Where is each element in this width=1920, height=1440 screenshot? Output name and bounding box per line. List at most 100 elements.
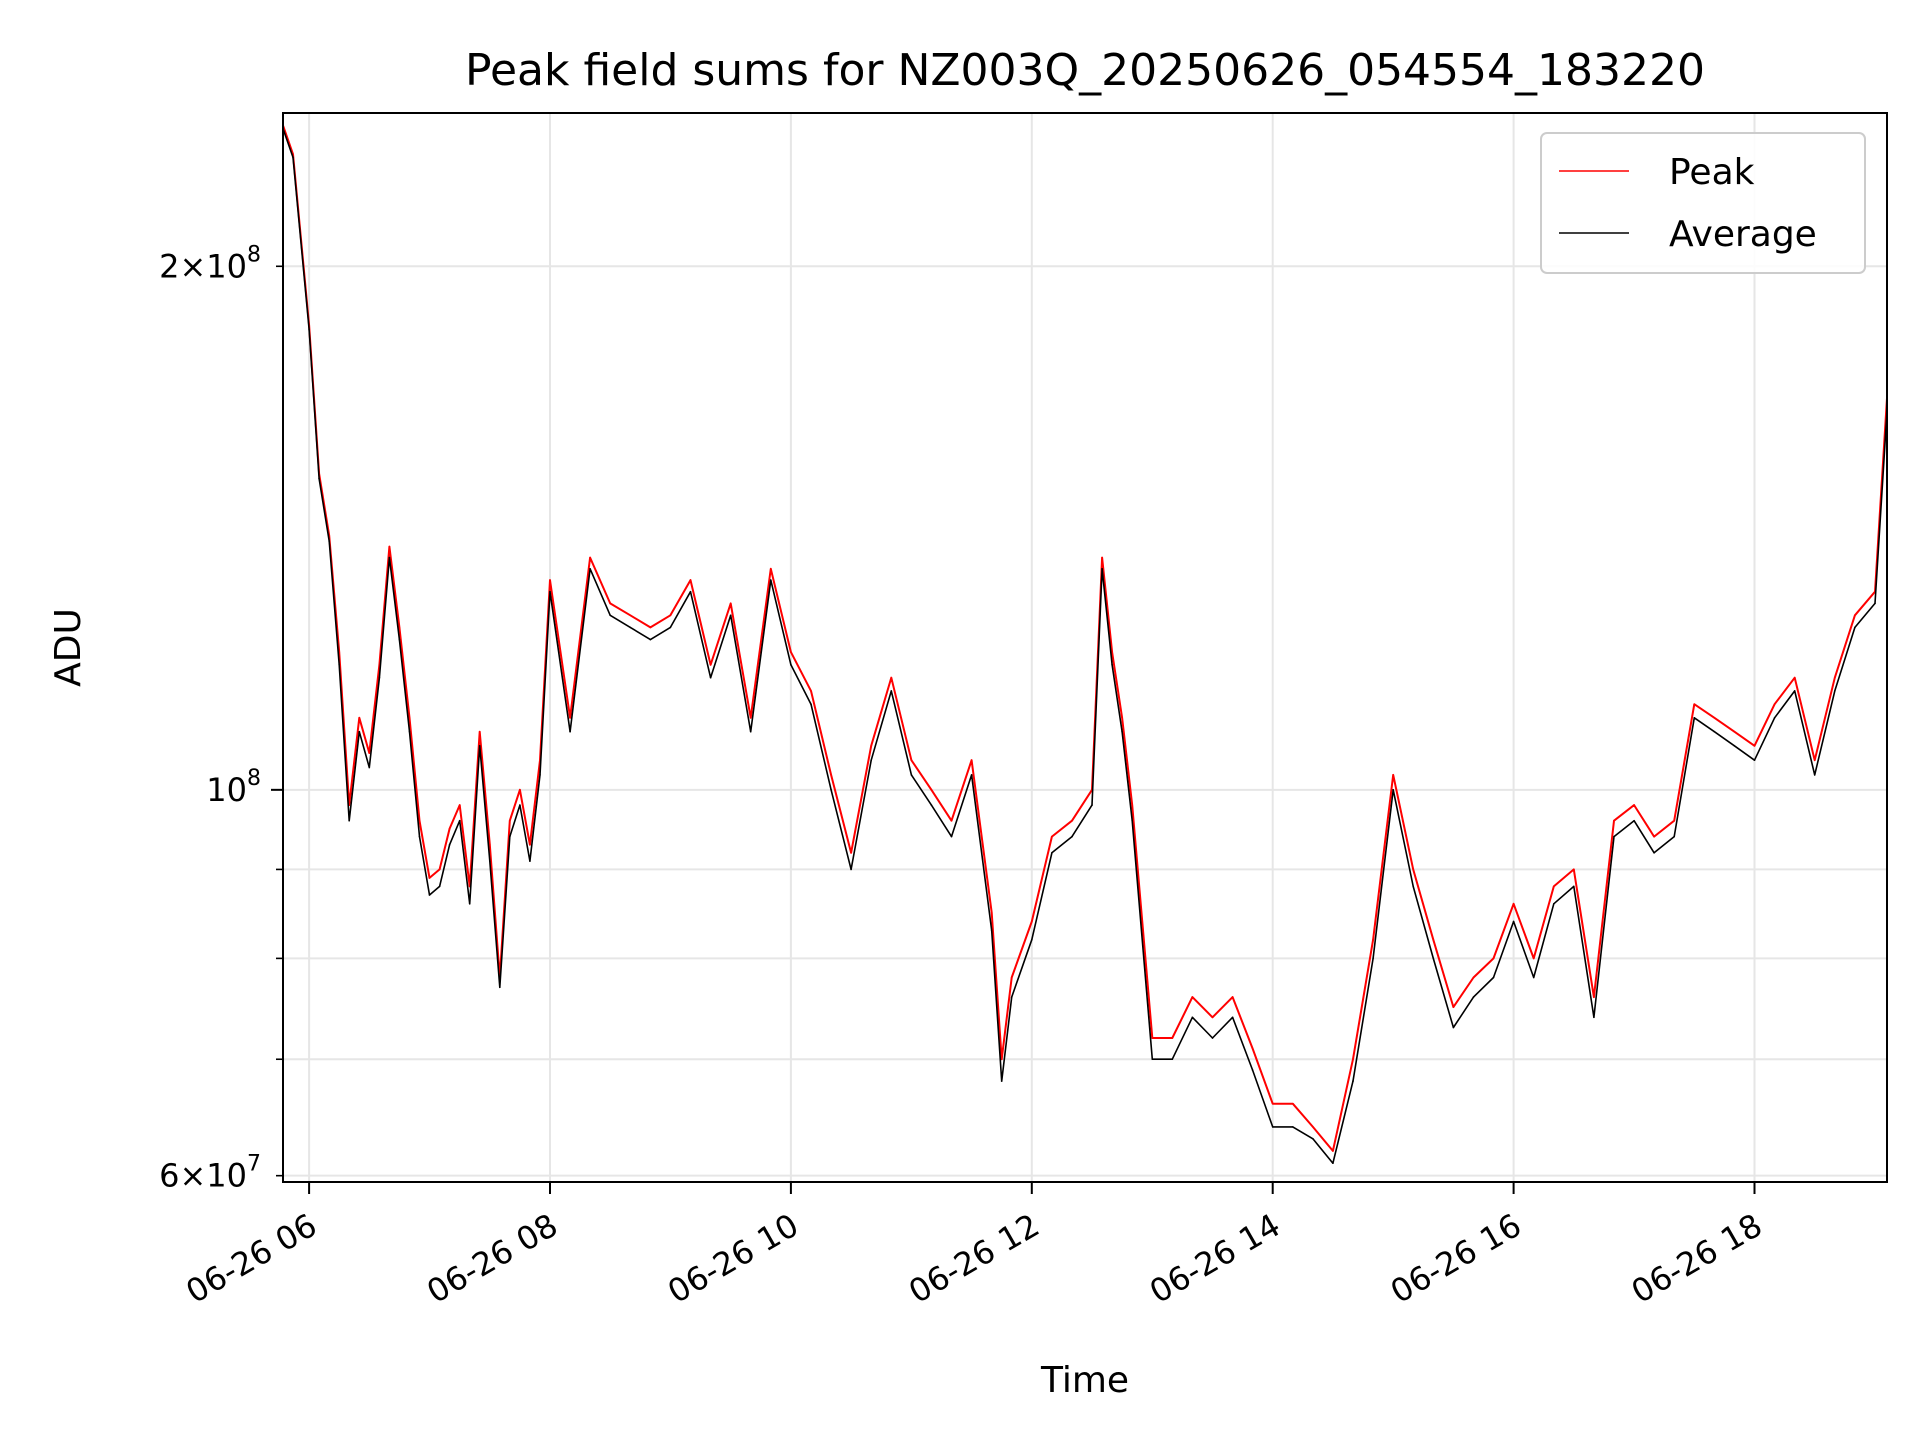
data-point-average (1693, 717, 1696, 719)
data-point-average (1512, 920, 1515, 923)
data-point-peak (1593, 996, 1595, 998)
data-point-peak (1111, 651, 1113, 653)
legend-label-peak: Peak (1669, 152, 1755, 193)
data-point-average (950, 835, 953, 838)
data-point-peak (1292, 1102, 1294, 1105)
data-point-average (1412, 885, 1414, 888)
data-point-peak (1793, 676, 1796, 679)
data-point-peak (990, 911, 993, 914)
data-point-peak (770, 568, 772, 570)
data-point-peak (870, 745, 872, 747)
data-point-average (1713, 730, 1716, 733)
data-point-peak (890, 676, 893, 679)
data-point-peak (850, 852, 852, 854)
data-point-average (1432, 957, 1435, 960)
data-point-peak (1452, 1006, 1455, 1008)
data-point-average (749, 730, 752, 733)
data-point-average (378, 676, 381, 679)
data-point-average (1392, 789, 1394, 791)
data-point-average (1573, 885, 1575, 888)
data-point-peak (1211, 1016, 1214, 1019)
series-average (282, 127, 1888, 1164)
data-point-peak (910, 759, 913, 761)
data-point-average (1251, 1069, 1254, 1071)
data-point-peak (1673, 819, 1675, 822)
data-point-average (1773, 717, 1776, 719)
data-point-average (509, 835, 511, 838)
data-point-average (729, 614, 732, 617)
data-point-average (1111, 664, 1113, 666)
data-point-peak (1051, 835, 1053, 838)
data-point-peak (418, 819, 421, 822)
data-point-peak (1713, 717, 1716, 719)
x-tick-label: 06-26 06 (179, 1206, 323, 1311)
data-point-average (1010, 996, 1013, 998)
data-point-average (338, 664, 341, 666)
series-layer (282, 124, 1888, 1164)
data-point-average (358, 730, 361, 733)
data-point-peak (1271, 1102, 1274, 1105)
data-point-peak (1372, 938, 1374, 941)
data-point-peak (448, 827, 451, 830)
y-axis: 108 6×107 2×108 (159, 242, 283, 1195)
data-point-average (428, 894, 431, 896)
data-point-average (1171, 1058, 1174, 1060)
data-point-average (1613, 835, 1615, 838)
data-point-average (649, 638, 652, 641)
data-point-average (689, 590, 692, 593)
plot-frame (282, 112, 1888, 1183)
data-point-peak (368, 752, 371, 754)
data-point-average (790, 664, 792, 666)
data-point-average (398, 638, 401, 641)
data-point-peak (830, 774, 832, 776)
data-point-average (1051, 852, 1053, 854)
data-point-peak (519, 789, 521, 791)
data-point-average (1874, 602, 1876, 605)
data-point-average (549, 590, 551, 593)
data-point-average (448, 843, 451, 846)
data-point-average (589, 568, 591, 570)
x-tick-label: 06-26 12 (902, 1206, 1046, 1311)
data-point-peak (1753, 745, 1756, 747)
data-point-average (348, 819, 351, 822)
data-point-peak (1332, 1150, 1334, 1152)
data-point-average (418, 835, 421, 838)
data-point-average (1131, 819, 1133, 822)
chart-title: Peak field sums for NZ003Q_20250626_0545… (465, 45, 1705, 96)
x-axis: 06-26 06 06-26 08 06-26 10 06-26 12 06-26 14… (179, 1182, 1769, 1311)
data-point-average (1101, 568, 1103, 570)
data-point-peak (1352, 1058, 1354, 1060)
data-point-peak (1512, 903, 1515, 905)
y-tick-label: 108 (206, 766, 261, 809)
data-point-average (1271, 1126, 1274, 1128)
data-point-peak (810, 690, 812, 692)
data-point-average (1332, 1162, 1334, 1164)
data-point-average (629, 626, 632, 629)
data-point-peak (1472, 976, 1475, 979)
data-point-peak (1432, 938, 1435, 941)
data-point-peak (388, 545, 391, 548)
data-point-peak (950, 819, 953, 822)
y-tick-label-minor: 6×107 (159, 1152, 261, 1195)
data-point-peak (1101, 556, 1103, 559)
data-point-average (478, 745, 481, 747)
data-point-peak (1532, 957, 1535, 960)
x-tick-label: 06-26 16 (1384, 1206, 1528, 1311)
x-tick-label: 06-26 18 (1625, 1206, 1769, 1311)
data-point-average (1292, 1126, 1294, 1128)
data-point-average (1121, 730, 1123, 733)
data-point-average (1211, 1037, 1214, 1039)
x-tick-label: 06-26 10 (661, 1206, 805, 1311)
data-point-average (1834, 690, 1836, 692)
data-point-peak (1191, 996, 1194, 998)
data-point-average (308, 328, 310, 331)
legend: Peak Average (1540, 132, 1866, 274)
data-point-average (1733, 745, 1736, 747)
data-point-peak (649, 626, 652, 629)
data-point-peak (1613, 819, 1615, 822)
data-point-average (1673, 835, 1675, 838)
data-point-peak (790, 651, 792, 653)
data-point-average (1593, 1016, 1595, 1019)
data-point-average (328, 540, 331, 542)
